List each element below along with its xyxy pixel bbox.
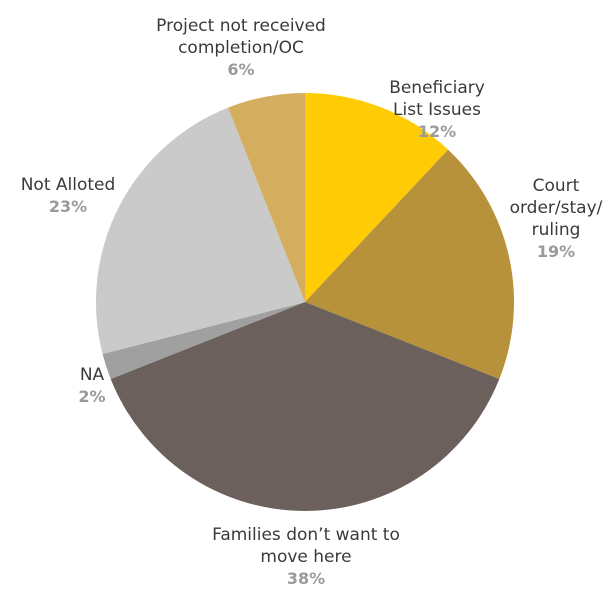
slice-name: Not Alloted bbox=[21, 175, 116, 195]
slice-name: Families don’t want to bbox=[212, 525, 400, 545]
pie-slice bbox=[305, 149, 514, 379]
slice-label: Court order/stay/ruling 19% bbox=[510, 176, 603, 261]
slice-name: List Issues bbox=[393, 100, 481, 120]
pie-labels: Beneficiary List Issues 12% Court order/stay… bbox=[21, 16, 603, 588]
pie-slice bbox=[102, 302, 305, 379]
slice-name: ruling bbox=[532, 220, 581, 240]
pie-slice bbox=[305, 93, 449, 302]
slice-percent: 12% bbox=[418, 122, 456, 141]
slice-name: Court bbox=[533, 176, 580, 196]
slice-label: NA 2% bbox=[78, 365, 105, 406]
slice-label: Project not received completion/OC 6% bbox=[156, 16, 326, 79]
slice-label: Not Alloted 23% bbox=[21, 175, 116, 216]
pie-slices bbox=[96, 93, 514, 511]
pie-slice bbox=[96, 107, 305, 354]
pie-slice bbox=[228, 93, 305, 302]
slice-percent: 23% bbox=[49, 197, 87, 216]
pie-slice bbox=[110, 302, 500, 511]
slice-percent: 2% bbox=[78, 387, 105, 406]
slice-name: Beneficiary bbox=[389, 78, 485, 98]
slice-percent: 38% bbox=[287, 569, 325, 588]
slice-name: completion/OC bbox=[178, 38, 304, 58]
slice-name: Project not received bbox=[156, 16, 326, 36]
slice-percent: 6% bbox=[227, 60, 254, 79]
slice-name: order/stay/ bbox=[510, 198, 603, 218]
slice-percent: 19% bbox=[537, 242, 575, 261]
slice-label: Beneficiary List Issues 12% bbox=[389, 78, 485, 141]
slice-name: NA bbox=[80, 365, 105, 385]
slice-label: Families don’t want to move here 38% bbox=[212, 525, 400, 588]
slice-name: move here bbox=[260, 547, 351, 567]
